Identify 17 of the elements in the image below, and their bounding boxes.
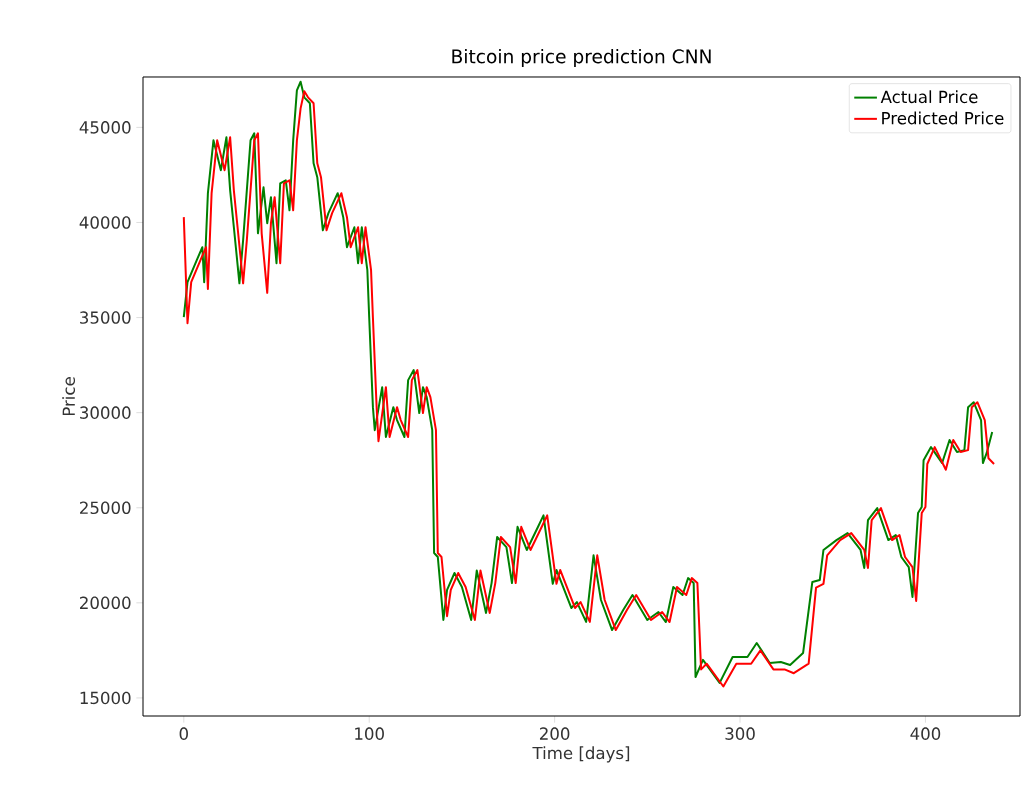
y-tick-label: 40000	[79, 216, 131, 229]
x-tick-label: 0	[179, 727, 188, 740]
x-tick-label: 400	[910, 727, 941, 740]
x-axis-title: Time [days]	[532, 746, 630, 763]
chart-title: Bitcoin price prediction CNN	[452, 49, 711, 67]
y-tick-label: 30000	[80, 406, 131, 419]
y-tick-label: 20000	[80, 596, 131, 610]
y-tick-label: 15000	[80, 691, 131, 705]
x-tick-label: 300	[725, 727, 755, 740]
x-tick-label: 100	[355, 727, 384, 740]
y-tick-label: 25000	[80, 501, 131, 515]
legend-label: Predicted Price	[882, 111, 1004, 125]
y-tick-label: 35000	[80, 311, 131, 324]
legend-label: Actual Price	[880, 90, 978, 104]
y-tick-label: 45000	[79, 121, 131, 134]
y-axis-title: Price	[62, 377, 76, 416]
x-tick-label: 200	[539, 727, 570, 740]
